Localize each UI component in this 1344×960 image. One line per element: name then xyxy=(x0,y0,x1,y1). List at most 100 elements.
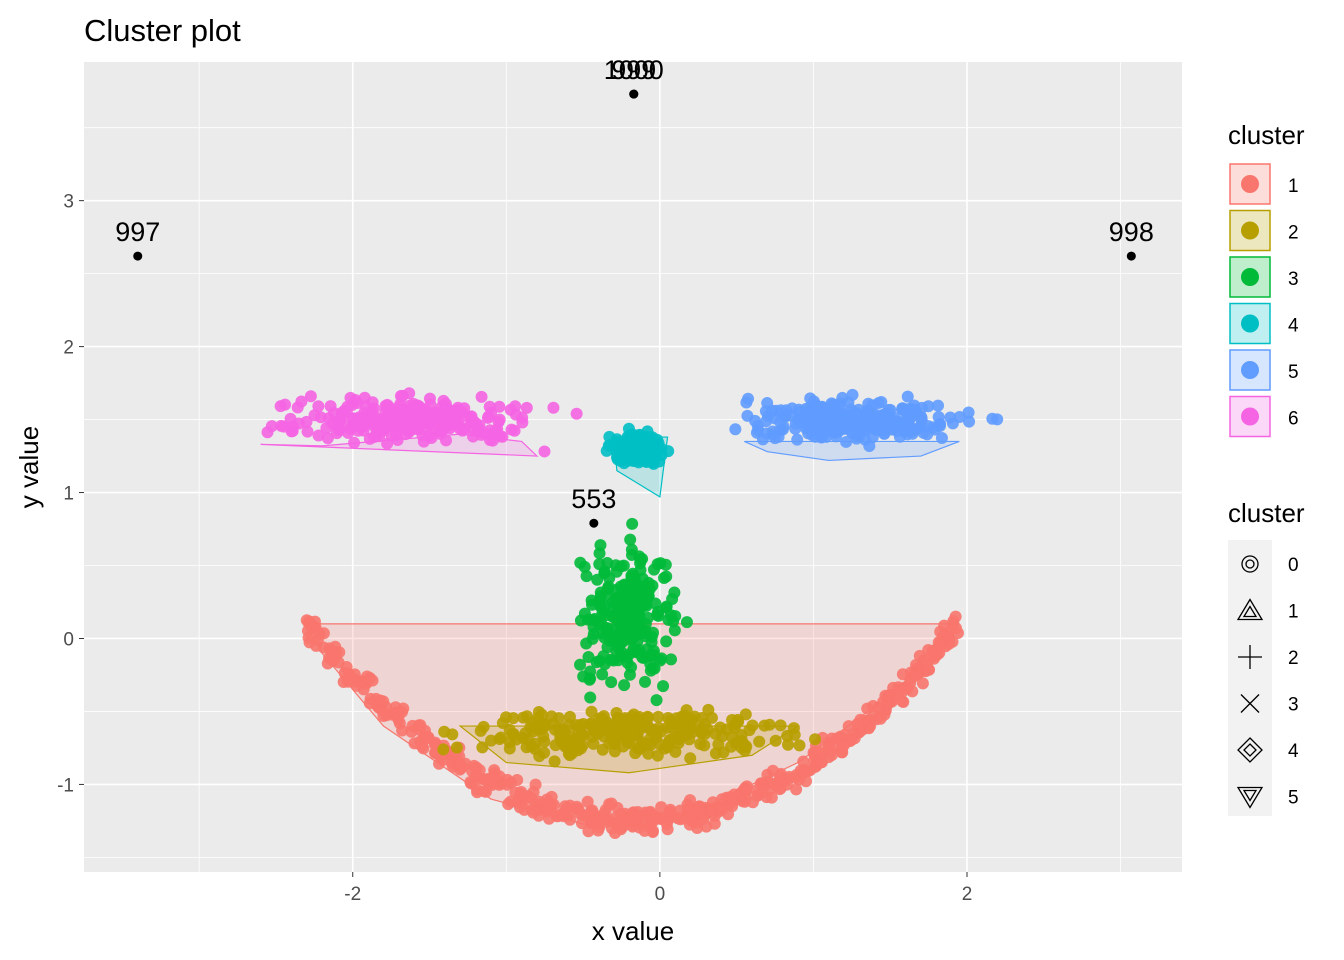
point-cluster-1 xyxy=(587,809,600,822)
point-cluster-6 xyxy=(538,445,551,458)
point-cluster-1 xyxy=(366,674,379,687)
point-cluster-2 xyxy=(618,726,631,739)
point-cluster-1 xyxy=(813,746,826,759)
point-cluster-3 xyxy=(665,653,678,666)
point-cluster-6 xyxy=(440,434,453,447)
point-cluster-6 xyxy=(331,420,344,433)
shape-legend-symbol xyxy=(1243,743,1257,757)
color-legend-title: cluster xyxy=(1228,120,1305,150)
point-cluster-2 xyxy=(809,733,822,746)
color-legend-label: 6 xyxy=(1288,409,1299,430)
point-cluster-4 xyxy=(640,450,653,463)
point-cluster-1 xyxy=(370,692,383,705)
point-cluster-3 xyxy=(618,630,631,643)
point-cluster-2 xyxy=(662,737,675,750)
point-cluster-3 xyxy=(643,649,656,662)
point-cluster-1 xyxy=(660,817,673,830)
point-cluster-2 xyxy=(782,738,795,751)
point-cluster-6 xyxy=(438,415,451,428)
point-cluster-1 xyxy=(513,801,526,814)
shape-legend-symbol xyxy=(1236,786,1264,809)
point-cluster-1 xyxy=(755,777,768,790)
y-tick-label: 0 xyxy=(63,629,74,650)
point-cluster-2 xyxy=(731,713,744,726)
point-cluster-1 xyxy=(708,817,721,830)
point-cluster-1 xyxy=(387,707,400,720)
point-cluster-2 xyxy=(438,725,451,738)
point-cluster-3 xyxy=(594,616,607,629)
point-cluster-5 xyxy=(875,395,888,408)
point-cluster-1 xyxy=(872,701,885,714)
point-cluster-2 xyxy=(575,728,588,741)
point-cluster-2 xyxy=(585,730,598,743)
point-cluster-1 xyxy=(913,649,926,662)
point-cluster-2 xyxy=(665,721,678,734)
point-cluster-3 xyxy=(669,610,682,623)
point-cluster-3 xyxy=(618,578,631,591)
point-cluster-6 xyxy=(348,436,361,449)
point-cluster-1 xyxy=(811,757,824,770)
point-cluster-6 xyxy=(301,425,314,438)
point-cluster-2 xyxy=(678,709,691,722)
point-cluster-3 xyxy=(657,680,670,693)
shape-legend-symbol xyxy=(1236,598,1264,621)
point-cluster-1 xyxy=(627,806,640,819)
point-cluster-6 xyxy=(458,422,471,435)
point-cluster-1 xyxy=(703,804,716,817)
point-cluster-6 xyxy=(516,416,529,429)
point-cluster-3 xyxy=(625,543,638,556)
point-cluster-6 xyxy=(419,405,432,418)
point-cluster-3 xyxy=(593,547,606,560)
point-cluster-3 xyxy=(618,679,631,692)
point-cluster-1 xyxy=(502,798,515,811)
point-cluster-5 xyxy=(889,415,902,428)
point-cluster-1 xyxy=(603,798,616,811)
point-cluster-3 xyxy=(655,652,668,665)
point-cluster-1 xyxy=(396,724,409,737)
shape-legend-symbol xyxy=(1242,605,1258,618)
point-cluster-4 xyxy=(622,422,635,435)
point-cluster-6 xyxy=(275,419,288,432)
point-cluster-6 xyxy=(379,399,392,412)
point-cluster-5 xyxy=(935,432,948,445)
color-legend: cluster 1 2 3 4 5 6 xyxy=(1228,120,1305,438)
shape-legend-label: 4 xyxy=(1288,741,1299,762)
point-cluster-3 xyxy=(580,570,593,583)
point-cluster-5 xyxy=(814,428,827,441)
point-cluster-1 xyxy=(417,742,430,755)
point-cluster-2 xyxy=(611,713,624,726)
shape-legend-label: 5 xyxy=(1288,788,1299,809)
point-cluster-3 xyxy=(627,592,640,605)
color-legend-dot xyxy=(1241,407,1259,426)
point-cluster-6 xyxy=(308,409,321,422)
color-legend-key xyxy=(1229,302,1271,345)
point-cluster-5 xyxy=(812,406,825,419)
point-cluster-3 xyxy=(623,668,636,681)
shape-legend-title: cluster xyxy=(1228,498,1305,528)
point-cluster-5 xyxy=(901,390,914,403)
y-tick-label: 2 xyxy=(63,338,74,359)
point-cluster-2 xyxy=(474,724,487,737)
point-cluster-2 xyxy=(547,717,560,730)
point-cluster-5 xyxy=(818,418,831,431)
point-cluster-1 xyxy=(896,695,909,708)
point-cluster-2 xyxy=(635,735,648,748)
point-cluster-5 xyxy=(792,403,805,416)
point-cluster-1 xyxy=(925,651,938,664)
axis-ticks: -2 0 2 -1 0 1 2 3 xyxy=(57,192,972,905)
point-cluster-2 xyxy=(563,710,576,723)
point-cluster-6 xyxy=(265,420,278,433)
point-cluster-3 xyxy=(660,635,673,648)
point-cluster-6 xyxy=(547,401,560,414)
point-cluster-2 xyxy=(630,712,643,725)
outlier-label: 997 xyxy=(115,217,160,247)
point-cluster-6 xyxy=(483,400,496,413)
x-axis-title: x value xyxy=(592,916,674,946)
point-cluster-6 xyxy=(391,406,404,419)
point-cluster-6 xyxy=(312,400,325,413)
point-cluster-3 xyxy=(605,676,618,689)
point-cluster-2 xyxy=(495,731,508,744)
x-tick-label: 0 xyxy=(655,884,666,905)
point-cluster-5 xyxy=(852,420,865,433)
